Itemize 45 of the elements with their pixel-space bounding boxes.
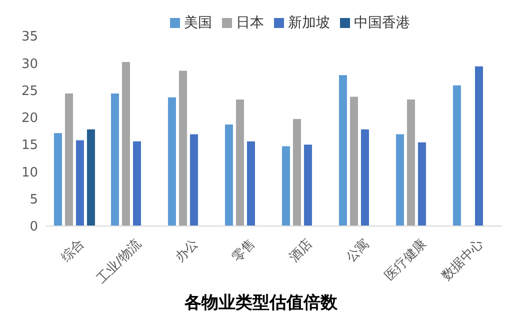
x-tick-label: 数据中心 [438,236,487,284]
x-tick-label: 办公 [172,236,202,266]
x-tick-label: 酒店 [286,236,316,266]
bar [236,100,244,226]
x-tick-label: 综合 [58,236,88,266]
bar [350,96,358,226]
bar [76,140,84,226]
y-tick-label: 20 [21,111,38,126]
bar [64,94,73,226]
bar [178,70,187,226]
bar [474,66,483,226]
legend-label: 日本 [236,15,264,31]
bar [54,133,62,226]
y-tick-label: 25 [21,84,38,99]
bar [292,119,301,226]
y-tick-label: 10 [21,165,38,180]
y-tick-label: 15 [21,138,38,154]
bar [168,97,176,226]
legend-label: 新加坡 [288,15,330,31]
bar [122,62,130,226]
x-tick-label: 工业/物流 [93,236,145,287]
bar [406,100,415,226]
x-tick-label: 公寓 [342,236,373,266]
x-tick-label: 医疗健康 [382,236,430,284]
bar [110,94,119,226]
bar [452,85,461,226]
bar [282,146,290,226]
legend-label: 美国 [184,15,212,31]
bar [360,129,369,226]
bar [338,75,347,226]
bar [86,129,95,226]
bar [396,134,404,226]
bar [304,144,312,226]
bar [418,142,426,226]
x-axis-title: 各物业类型估值倍数 [183,292,338,314]
y-tick-label: 35 [21,30,38,45]
bar [224,124,233,226]
legend-label: 中国香港 [354,15,410,31]
y-tick-label: 5 [30,192,38,208]
x-tick-label: 零售 [230,236,259,266]
y-tick-label: 0 [30,220,38,235]
bar [132,141,141,226]
bar [246,141,255,226]
bar [190,134,198,226]
y-tick-label: 30 [21,56,38,72]
